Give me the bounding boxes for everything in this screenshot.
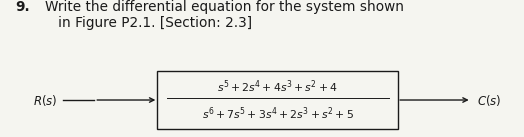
Text: $s^6+7s^5+3s^4+2s^3+s^2+5$: $s^6+7s^5+3s^4+2s^3+s^2+5$: [202, 105, 354, 122]
Text: 9.: 9.: [16, 0, 30, 14]
Text: Write the differential equation for the system shown
   in Figure P2.1. [Section: Write the differential equation for the …: [45, 0, 403, 30]
Text: $s^5+2s^4+4s^3+s^2+4$: $s^5+2s^4+4s^3+s^2+4$: [217, 78, 338, 95]
Text: $R(s)$: $R(s)$: [33, 92, 58, 108]
Text: $C(s)$: $C(s)$: [477, 92, 501, 108]
Bar: [157, 71, 398, 129]
